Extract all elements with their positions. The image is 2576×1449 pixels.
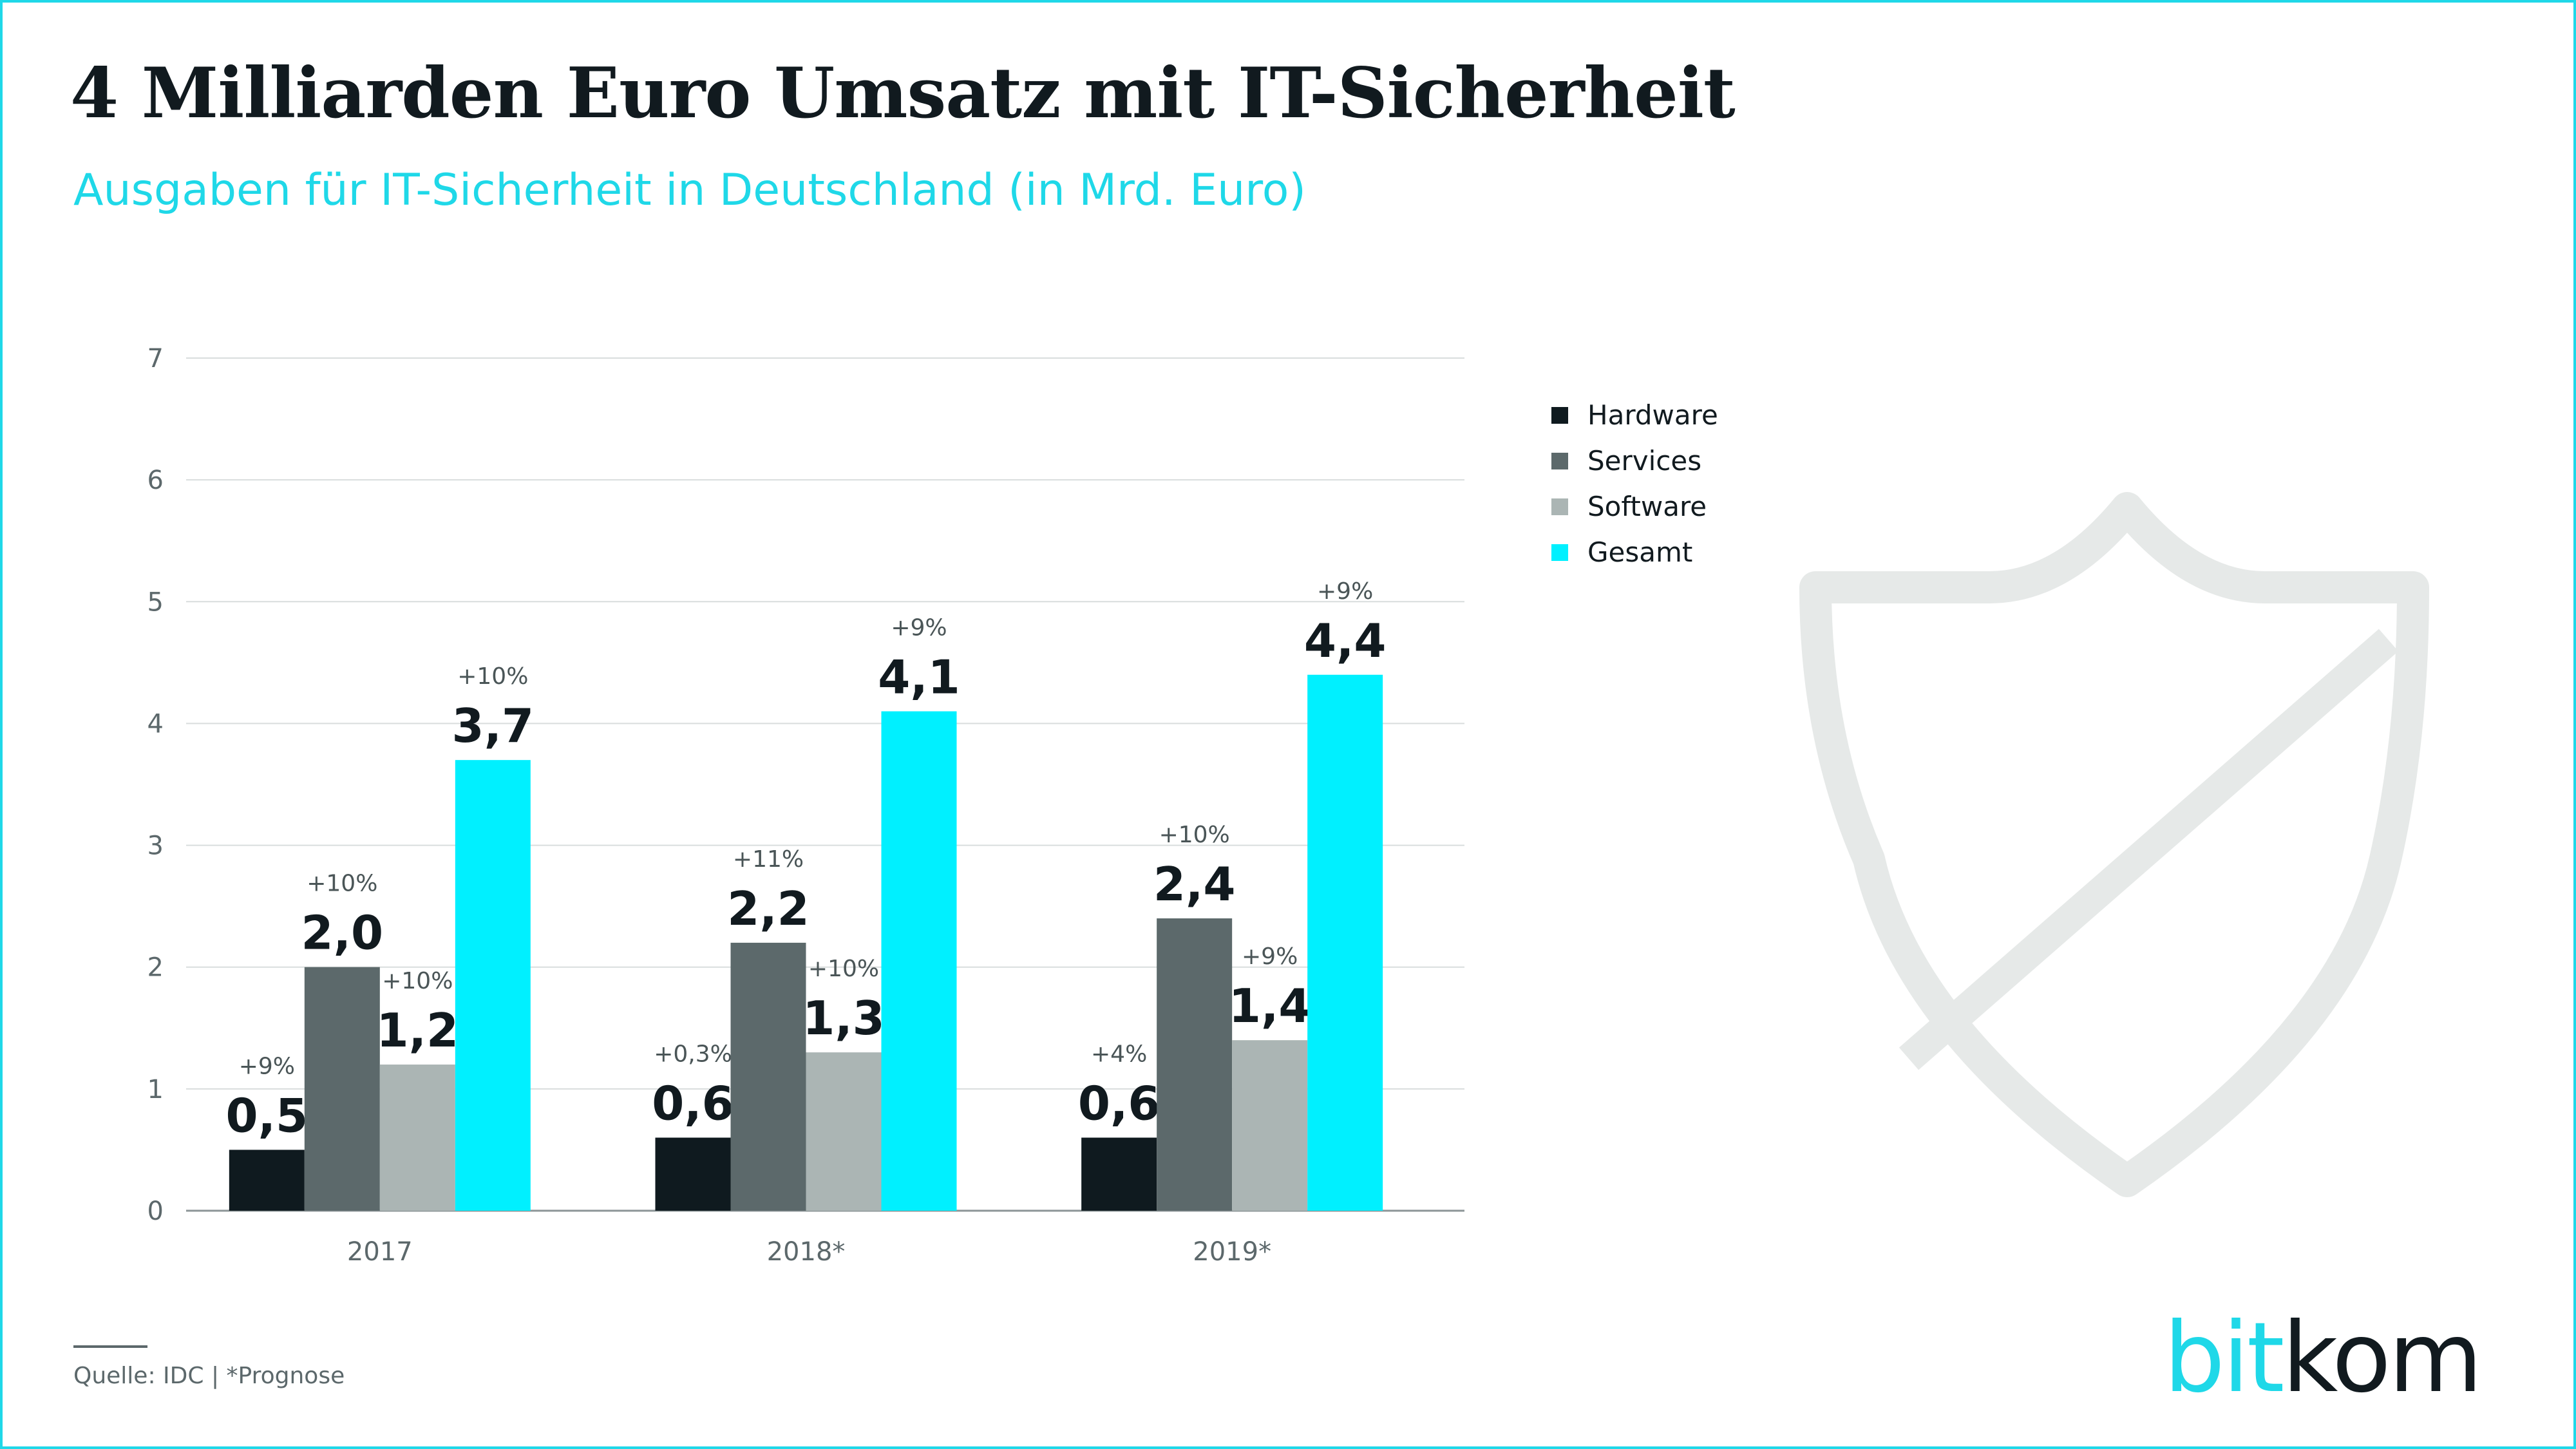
data-label: 2,0 <box>301 906 384 960</box>
bar <box>455 760 531 1211</box>
bar <box>730 942 806 1211</box>
y-tick-label: 3 <box>147 831 164 861</box>
bar <box>655 1137 731 1211</box>
page-subtitle: Ausgaben für IT-Sicherheit in Deutschlan… <box>73 165 1306 216</box>
shield-icon <box>1799 492 2429 1197</box>
legend-label-gesamt: Gesamt <box>1587 536 1693 568</box>
data-label: 1,3 <box>802 991 885 1045</box>
y-tick-label: 7 <box>147 344 164 374</box>
logo-part-bit: bit <box>2163 1302 2285 1414</box>
growth-label: +11% <box>733 846 804 873</box>
legend-swatch-hardware <box>1551 406 1568 424</box>
x-tick-label: 2017 <box>347 1237 413 1267</box>
growth-label: +4% <box>1091 1041 1147 1068</box>
data-label: 0,6 <box>652 1077 734 1131</box>
bar <box>1157 918 1233 1211</box>
growth-label: +9% <box>891 615 947 641</box>
y-tick-label: 1 <box>147 1075 164 1104</box>
growth-label: +10% <box>307 871 377 897</box>
legend-label-services: Services <box>1587 445 1702 477</box>
legend-label-hardware: Hardware <box>1587 399 1718 431</box>
source-divider <box>73 1345 147 1348</box>
bar-chart: 0 1 2 3 4 5 6 7 2017 0,5 +9% 2,0 +10% 1,2 +10% 3,7 +10% 2… <box>147 344 1464 1267</box>
legend-item-hardware: Hardware <box>1551 392 1718 438</box>
shield-outline <box>1799 492 2429 1197</box>
logo-part-kom: kom <box>2282 1302 2483 1414</box>
data-label: 0,6 <box>1078 1077 1160 1131</box>
data-label: 2,4 <box>1153 857 1236 911</box>
growth-label: +10% <box>1159 822 1230 848</box>
y-tick-label: 2 <box>147 953 164 983</box>
legend-label-software: Software <box>1587 491 1707 522</box>
data-label: 2,2 <box>727 882 810 936</box>
growth-label: +10% <box>457 663 528 690</box>
bar <box>1081 1137 1157 1211</box>
data-label: 1,2 <box>377 1003 459 1057</box>
bitkom-logo: bitkom <box>2164 1310 2483 1406</box>
y-tick-label: 4 <box>147 709 164 739</box>
growth-label: +0,3% <box>654 1041 732 1068</box>
y-tick-label: 0 <box>147 1197 164 1226</box>
shield-stripe <box>1899 629 2399 1070</box>
bar <box>379 1065 455 1211</box>
shield-stripe-guide <box>1877 611 2398 1030</box>
chart-legend: Hardware Services Software Gesamt <box>1551 392 1718 575</box>
legend-swatch-services <box>1551 452 1568 469</box>
growth-label: +10% <box>808 956 879 982</box>
bar <box>229 1150 305 1211</box>
growth-label: +9% <box>1242 943 1298 970</box>
legend-item-gesamt: Gesamt <box>1551 529 1718 575</box>
data-label: 4,4 <box>1304 614 1387 668</box>
legend-swatch-gesamt <box>1551 544 1568 561</box>
y-tick-label: 6 <box>147 466 164 495</box>
source-note: Quelle: IDC | *Prognose <box>73 1363 345 1389</box>
data-label: 3,7 <box>452 699 535 753</box>
growth-label: +9% <box>1317 578 1373 605</box>
x-tick-label: 2019* <box>1193 1237 1271 1267</box>
legend-item-software: Software <box>1551 484 1718 529</box>
x-tick-label: 2018* <box>767 1237 846 1267</box>
bar <box>304 967 380 1211</box>
data-label: 4,1 <box>878 650 960 705</box>
data-label: 1,4 <box>1229 979 1311 1033</box>
legend-swatch-software <box>1551 498 1568 515</box>
data-label: 0,5 <box>226 1088 308 1142</box>
bar <box>1307 674 1383 1211</box>
bar <box>1232 1040 1308 1211</box>
growth-label: +10% <box>382 968 453 994</box>
bar <box>806 1052 882 1211</box>
legend-item-services: Services <box>1551 438 1718 484</box>
growth-label: +9% <box>239 1053 295 1079</box>
bar <box>881 711 957 1211</box>
y-tick-label: 5 <box>147 587 164 617</box>
page-title: 4 Milliarden Euro Umsatz mit IT-Sicherhe… <box>70 53 1736 134</box>
